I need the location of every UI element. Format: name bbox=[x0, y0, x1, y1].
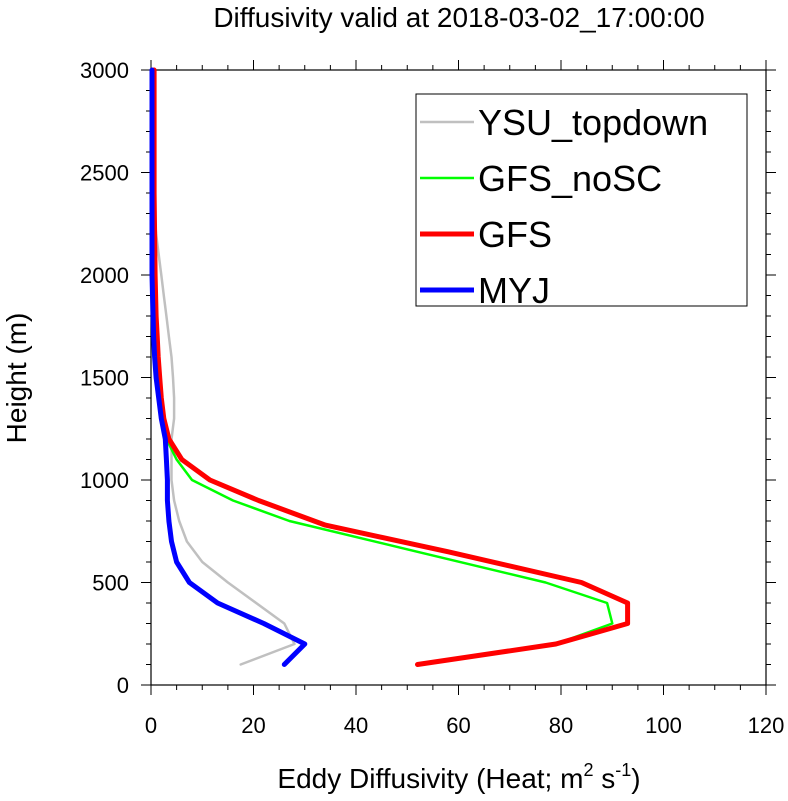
axis-ticks bbox=[141, 60, 776, 695]
x-tick-label: 60 bbox=[446, 713, 470, 738]
legend-label: GFS_noSC bbox=[478, 158, 662, 199]
x-tick-label: 40 bbox=[344, 713, 368, 738]
y-tick-label: 1500 bbox=[80, 366, 129, 391]
x-tick-label: 100 bbox=[645, 713, 682, 738]
legend: YSU_topdown GFS_noSC GFS MYJ bbox=[415, 93, 748, 311]
x-axis-label-sup2: -1 bbox=[615, 760, 631, 780]
axis-tick-labels: 0 20 40 60 80 100 120 0 500 1000 1500 2000 2500 3000 bbox=[80, 58, 784, 738]
y-tick-label: 2500 bbox=[80, 161, 129, 186]
chart-title: Diffusivity valid at 2018-03-02_17:00:00 bbox=[213, 2, 704, 33]
series-line-myj bbox=[149, 67, 308, 667]
x-axis-label: Eddy Diffusivity (Heat; m2 s-1) bbox=[277, 760, 640, 794]
x-tick-label: 20 bbox=[241, 713, 265, 738]
x-axis-label-mid: s bbox=[593, 763, 615, 794]
y-tick-label: 1000 bbox=[80, 468, 129, 493]
x-tick-label: 80 bbox=[549, 713, 573, 738]
x-axis-label-main: Eddy Diffusivity (Heat; m bbox=[277, 763, 583, 794]
y-axis-label: Height (m) bbox=[1, 313, 32, 444]
x-axis-label-sup1: 2 bbox=[583, 760, 593, 780]
legend-label: MYJ bbox=[478, 270, 550, 311]
y-tick-label: 0 bbox=[117, 673, 129, 698]
x-tick-label: 0 bbox=[145, 713, 157, 738]
x-axis-label-end: ) bbox=[631, 763, 640, 794]
x-tick-label: 120 bbox=[748, 713, 785, 738]
y-tick-label: 3000 bbox=[80, 58, 129, 83]
legend-label: YSU_topdown bbox=[478, 102, 708, 143]
series-lines bbox=[149, 67, 631, 667]
y-tick-label: 2000 bbox=[80, 263, 129, 288]
legend-label: GFS bbox=[478, 214, 552, 255]
y-tick-label: 500 bbox=[92, 571, 129, 596]
series-line-ysu-topdown bbox=[151, 68, 296, 666]
legend-box bbox=[415, 93, 748, 307]
